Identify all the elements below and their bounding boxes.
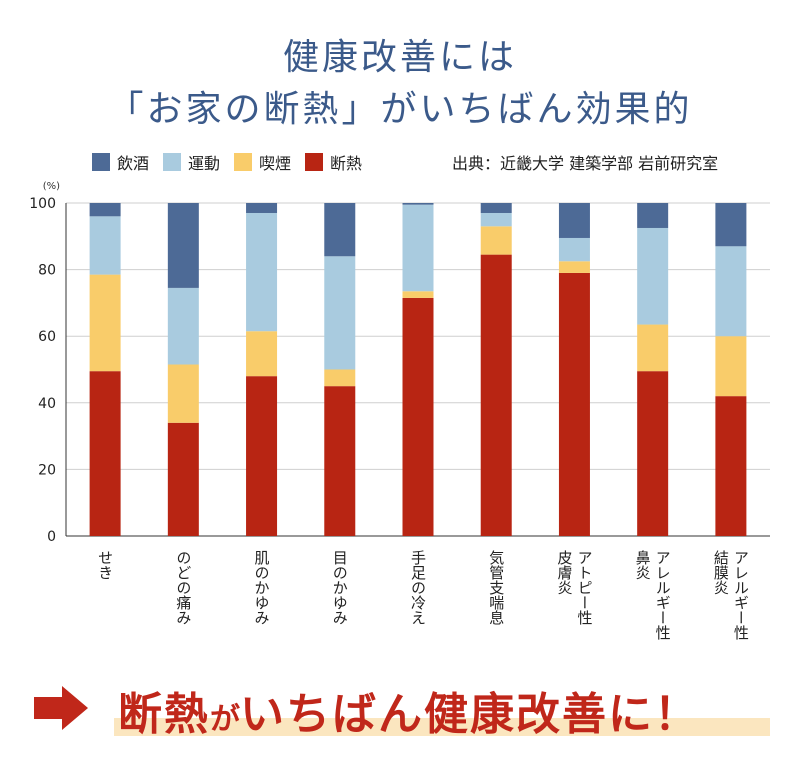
bar-8-series-3 [637, 227, 669, 325]
legend-label-insulation: 断熱 [330, 154, 363, 173]
slogan-text: 断熱がいちばん健康改善に！ [118, 678, 700, 742]
bar-8-series-2 [637, 324, 669, 372]
x-category-label-6: 気管支喘息 [487, 550, 505, 625]
x-category-label-8-line1: アレルギー性 [654, 550, 672, 640]
legend-label-drinking: 飲酒 [117, 154, 150, 173]
chart-title-line1: 健康改善には [282, 37, 517, 78]
legend-swatch-smoking [234, 153, 253, 171]
chart-title-line2: 「お家の断熱」がいちばん効果的 [107, 89, 693, 130]
slogan-banner: 断熱がいちばん健康改善に！ [0, 678, 800, 748]
legend-swatch-exercise [163, 153, 182, 171]
x-category-label-7-line2: 皮膚炎 [555, 550, 573, 595]
slogan-highlight [114, 718, 770, 736]
bar-5-series-4 [402, 203, 434, 205]
x-category-label-5: 手足の冷え [409, 550, 427, 625]
bar-9-series-1 [715, 396, 747, 536]
legend-item-insulation: 断熱 [305, 150, 362, 174]
bar-3-series-2 [246, 331, 278, 377]
y-tick-label-20: 20 [38, 462, 56, 478]
legend-item-smoking: 喫煙 [234, 150, 291, 174]
bar-9-series-2 [715, 336, 747, 397]
x-category-label-9-line2: 結膜炎 [712, 550, 730, 595]
y-tick-label-40: 40 [38, 396, 56, 412]
y-unit-label: (%) [43, 181, 60, 192]
bar-6-series-1 [480, 254, 512, 536]
bar-5-series-3 [402, 204, 434, 292]
bar-1-series-4 [89, 203, 121, 217]
bar-7-series-1 [558, 272, 590, 536]
bar-5-series-2 [402, 291, 434, 298]
x-category-label-4: 目のかゆみ [331, 550, 349, 625]
bar-3-series-1 [246, 376, 278, 536]
bar-6-series-3 [480, 212, 512, 227]
bar-4-series-3 [324, 256, 356, 370]
x-category-label-7-line1: アトピー性 [575, 550, 593, 625]
bar-5-series-1 [402, 297, 434, 536]
y-tick-label-60: 60 [38, 329, 56, 345]
legend: 飲酒 運動 喫煙 断熱 [92, 150, 376, 174]
bar-4-series-4 [324, 203, 356, 257]
legend-swatch-drinking [92, 153, 110, 171]
bar-6-series-4 [480, 203, 512, 213]
x-category-label-3: 肌のかゆみ [253, 550, 271, 625]
y-tick-label-0: 0 [47, 529, 56, 545]
bar-9-series-3 [715, 246, 747, 337]
x-category-label-8-line2: 鼻炎 [634, 550, 652, 580]
bar-2-series-4 [167, 203, 199, 288]
x-category-label-2: のどの痛み [174, 550, 192, 625]
bar-7-series-4 [558, 203, 590, 238]
bar-2-series-2 [167, 364, 199, 423]
bar-2-series-3 [167, 287, 199, 365]
bar-3-series-3 [246, 212, 278, 332]
bar-8-series-1 [637, 371, 669, 536]
x-category-label-1: せき [96, 550, 114, 580]
source-credit: 出典：近畿大学 建築学部 岩前研究室 [452, 154, 719, 173]
legend-item-drinking: 飲酒 [92, 150, 149, 174]
legend-swatch-insulation [305, 153, 324, 171]
slogan-part1: 断熱 [118, 689, 210, 740]
y-tick-label-80: 80 [38, 263, 56, 279]
bar-1-series-1 [89, 371, 121, 536]
slogan-part2: が [210, 702, 240, 737]
bar-6-series-2 [480, 226, 512, 255]
bar-4-series-1 [324, 386, 356, 536]
stacked-bar-chart: 0 20 40 60 80 100 (%) せき のどの痛み 肌のかゆみ 目のかゆみ 手足の冷え 気管支… [29, 181, 770, 640]
bar-8-series-4 [637, 203, 669, 228]
bar-2-series-1 [167, 422, 199, 536]
x-category-label-9-line1: アレルギー性 [732, 550, 750, 640]
legend-label-smoking: 喫煙 [259, 154, 292, 173]
bar-9-series-4 [715, 203, 747, 247]
bar-7-series-2 [558, 261, 590, 273]
bar-3-series-4 [246, 203, 278, 213]
bar-1-series-3 [89, 216, 121, 275]
legend-label-exercise: 運動 [188, 154, 221, 173]
bar-1-series-2 [89, 274, 121, 372]
bar-4-series-2 [324, 369, 356, 387]
slogan-part3: いちばん健康改善に！ [240, 689, 700, 740]
bar-7-series-3 [558, 237, 590, 262]
right-arrow-icon [34, 686, 88, 730]
legend-item-exercise: 運動 [163, 150, 220, 174]
y-tick-label-100: 100 [29, 196, 56, 212]
